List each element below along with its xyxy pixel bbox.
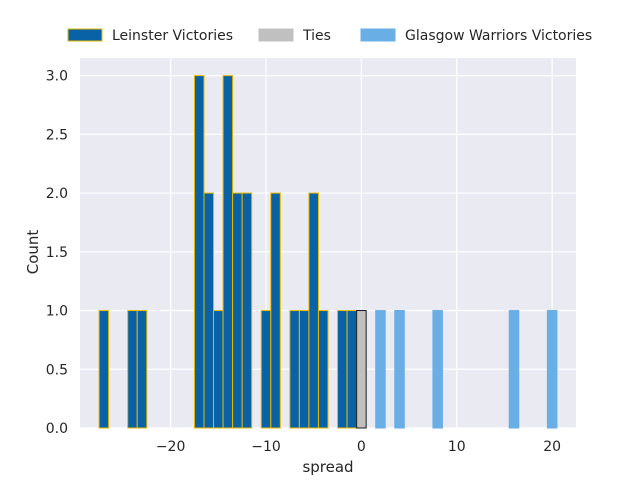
bar-leinster-victories <box>298 310 310 429</box>
bar-leinster-victories <box>270 192 281 429</box>
y-tick-label: 1.5 <box>46 245 68 261</box>
legend-swatch <box>258 28 294 42</box>
grid-lines <box>80 58 576 429</box>
bar-leinster-victories <box>346 310 358 429</box>
legend-swatch <box>67 28 103 42</box>
bar-glasgow-warriors-victories <box>375 310 386 429</box>
legend-label: Glasgow Warriors Victories <box>405 28 592 44</box>
bar-leinster-victories <box>213 310 224 429</box>
legend-swatch <box>360 28 396 42</box>
x-tick-label: −20 <box>156 439 186 455</box>
legend-item-glasgow-warriors-victories: Glasgow Warriors Victories <box>360 28 592 44</box>
legend-item-leinster-victories: Leinster Victories <box>67 28 233 44</box>
y-axis-label: Count <box>24 230 42 275</box>
x-tick-label: −10 <box>251 439 281 455</box>
x-axis-label: spread <box>302 458 353 476</box>
bar-leinster-victories <box>308 192 319 429</box>
bar-leinster-victories <box>136 310 148 429</box>
bar-leinster-victories <box>317 310 329 429</box>
y-tick-label: 1.0 <box>46 304 68 320</box>
y-axis-ticks: 0.0 0.5 1.0 1.5 2.0 2.5 3.0 <box>46 69 68 437</box>
bar-glasgow-warriors-victories <box>508 310 520 429</box>
bar-glasgow-warriors-victories <box>546 310 558 429</box>
y-tick-label: 3.0 <box>46 69 68 85</box>
histogram-bars <box>98 75 558 429</box>
y-tick-label: 2.0 <box>46 186 68 202</box>
x-axis-ticks: −20 −10 0 10 20 <box>156 439 561 455</box>
bar-leinster-victories <box>260 310 272 429</box>
bar-leinster-victories <box>241 192 253 429</box>
bar-leinster-victories <box>127 310 138 429</box>
y-tick-label: 2.5 <box>46 127 68 143</box>
x-tick-label: 0 <box>357 439 366 455</box>
bar-leinster-victories <box>232 192 243 429</box>
bar-glasgow-warriors-victories <box>432 310 443 429</box>
y-tick-label: 0.0 <box>46 421 68 437</box>
bar-ties <box>356 310 367 429</box>
bar-leinster-victories <box>222 75 234 429</box>
legend-label: Ties <box>302 28 331 44</box>
x-tick-label: 20 <box>543 439 561 455</box>
bar-glasgow-warriors-victories <box>394 310 405 429</box>
legend-item-ties: Ties <box>258 28 331 44</box>
legend: Leinster Victories Ties Glasgow Warriors V… <box>67 28 592 44</box>
bar-leinster-victories <box>98 310 110 429</box>
y-tick-label: 0.5 <box>46 362 68 378</box>
bar-leinster-victories <box>289 310 300 429</box>
legend-label: Leinster Victories <box>112 28 233 44</box>
x-tick-label: 10 <box>448 439 466 455</box>
bar-leinster-victories <box>203 192 215 429</box>
bar-leinster-victories <box>193 75 205 429</box>
bar-leinster-victories <box>337 310 348 429</box>
